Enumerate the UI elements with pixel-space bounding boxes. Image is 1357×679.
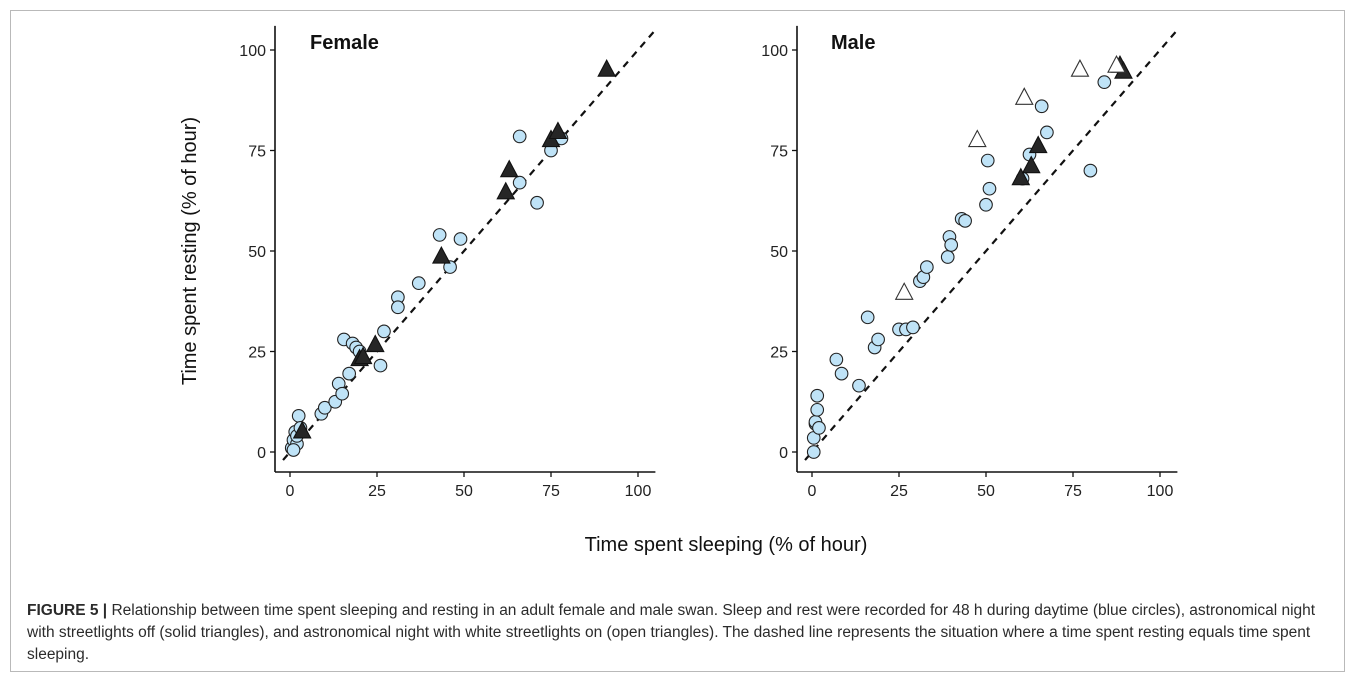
x-tick-label: 25: [368, 483, 386, 500]
daytime-point: [377, 324, 391, 339]
y-tick-label: 75: [248, 144, 266, 161]
daytime-point: [810, 388, 825, 403]
daytime-point: [812, 421, 826, 435]
figure-chart: Time spent resting (% of hour) Time spen…: [179, 25, 1179, 556]
y-tick-label: 75: [770, 144, 788, 161]
y-tick-label: 50: [770, 244, 788, 261]
daytime-point: [958, 214, 972, 228]
daytime-point: [391, 300, 405, 315]
figure-frame: [10, 10, 1345, 672]
night-streetlights-off-point: [499, 159, 519, 178]
y-tick-label: 25: [770, 345, 788, 362]
caption-text: Relationship between time spent sleeping…: [27, 602, 1316, 663]
night-streetlights-off-point: [1021, 155, 1041, 174]
daytime-point: [432, 228, 447, 242]
daytime-point: [530, 195, 544, 210]
y-tick-label: 100: [239, 43, 266, 60]
daytime-point: [286, 443, 301, 457]
x-tick-label: 75: [1064, 483, 1082, 500]
equality-reference-line: [804, 29, 1179, 461]
night-streetlights-on-point: [894, 282, 914, 300]
daytime-point: [335, 386, 350, 401]
night-streetlights-off-point: [496, 181, 516, 200]
daytime-point: [919, 260, 934, 274]
night-streetlights-off-point: [1011, 167, 1031, 186]
x-tick-label: 25: [890, 483, 908, 500]
night-streetlights-off-point: [292, 420, 312, 439]
daytime-point: [944, 238, 959, 252]
x-axis-label: Time spent sleeping (% of hour): [585, 534, 868, 556]
panel-label: Female: [310, 32, 379, 54]
x-tick-label: 100: [625, 483, 652, 500]
night-streetlights-off-point: [431, 245, 451, 264]
daytime-point: [906, 320, 920, 335]
y-tick-label: 100: [761, 43, 788, 60]
y-tick-label: 50: [248, 244, 266, 261]
daytime-point: [834, 366, 849, 381]
night-streetlights-off-point: [353, 346, 373, 365]
x-tick-label: 75: [542, 483, 560, 500]
daytime-point: [1040, 125, 1054, 140]
daytime-point: [829, 352, 844, 367]
x-tick-label: 50: [977, 483, 995, 500]
daytime-point: [860, 310, 875, 325]
daytime-point: [940, 250, 955, 264]
daytime-point: [411, 276, 426, 291]
x-tick-label: 0: [286, 483, 295, 500]
night-streetlights-off-point: [597, 59, 617, 77]
male-panel: 0 25 50 75 100 0 25 50 75 100 Male: [761, 25, 1179, 500]
daytime-point: [982, 181, 997, 196]
daytime-point: [852, 378, 866, 393]
y-axis-label: Time spent resting (% of hour): [179, 117, 201, 385]
daytime-point: [373, 358, 388, 373]
night-streetlights-on-point: [1014, 87, 1034, 105]
daytime-point: [806, 445, 821, 459]
night-streetlights-on-point: [1070, 59, 1090, 77]
daytime-point: [291, 408, 306, 423]
x-tick-label: 0: [808, 483, 817, 500]
figure-caption: FIGURE 5 | Relationship between time spe…: [27, 600, 1327, 666]
daytime-point: [512, 175, 527, 190]
y-tick-label: 0: [779, 445, 788, 462]
daytime-point: [342, 366, 357, 381]
x-tick-label: 100: [1147, 483, 1174, 500]
daytime-point: [1083, 163, 1098, 178]
daytime-point: [980, 153, 995, 168]
panel-label: Male: [831, 32, 875, 54]
caption-label: FIGURE 5 |: [27, 602, 108, 619]
x-tick-label: 50: [455, 483, 473, 500]
daytime-point: [871, 332, 885, 347]
daytime-point: [1034, 99, 1049, 114]
daytime-point: [512, 129, 527, 144]
night-streetlights-on-point: [1107, 54, 1126, 73]
daytime-point: [979, 197, 993, 212]
night-streetlights-on-point: [967, 129, 987, 148]
daytime-point: [1097, 75, 1112, 90]
daytime-point: [810, 402, 825, 417]
daytime-point: [443, 260, 457, 274]
y-tick-label: 25: [248, 345, 266, 362]
night-streetlights-off-point: [365, 334, 385, 353]
night-streetlights-off-point: [1028, 135, 1048, 154]
night-streetlights-off-point: [548, 121, 568, 140]
female-panel: 0 25 50 75 100 0 25 50 75 100 Female: [239, 25, 657, 500]
y-tick-label: 0: [257, 445, 266, 462]
daytime-point: [453, 232, 468, 246]
daytime-point: [317, 400, 332, 415]
